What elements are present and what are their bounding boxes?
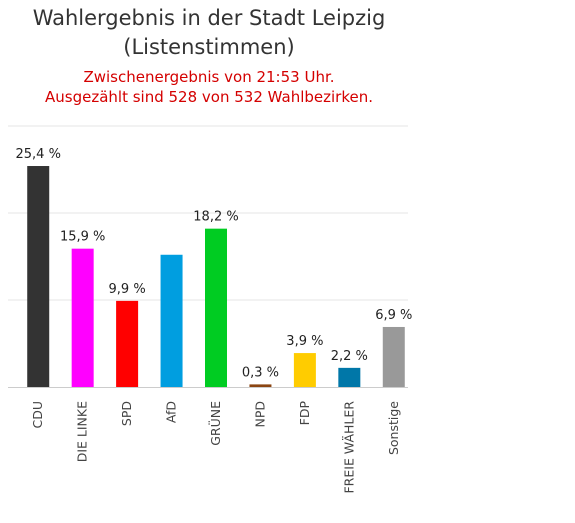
bar-sonstige <box>382 326 405 387</box>
value-label: 2,2 % <box>331 349 368 364</box>
category-label: GRÜNE <box>207 401 223 446</box>
value-label: 18,2 % <box>193 210 238 225</box>
bar-cdu <box>27 166 50 387</box>
category-label: DIE LINKE <box>75 401 90 462</box>
value-label: 9,9 % <box>109 282 146 297</box>
bar-npd <box>249 384 272 387</box>
title-line-1: Wahlergebnis in der Stadt Leipzig <box>32 6 386 30</box>
value-label: 15,9 % <box>60 230 105 245</box>
value-label: 0,3 % <box>242 365 279 380</box>
bar-die-linke <box>71 248 94 387</box>
chart-title: Wahlergebnis in der Stadt Leipzig (Liste… <box>0 4 418 62</box>
category-label: CDU <box>30 401 45 429</box>
bar-fdp <box>293 353 316 387</box>
bar-grüne <box>205 228 227 387</box>
category-label: FREIE WÄHLER <box>341 401 356 494</box>
value-label: 25,4 % <box>16 147 61 162</box>
subtitle-line-2: Ausgezählt sind 528 von 532 Wahlbezirken… <box>45 88 373 106</box>
category-label: SPD <box>119 401 134 426</box>
title-line-2: (Listenstimmen) <box>123 35 295 59</box>
chart-subtitle: Zwischenergebnis von 21:53 Uhr. Ausgezäh… <box>0 67 418 107</box>
bar-freie-wähler <box>338 367 361 387</box>
subtitle-line-1: Zwischenergebnis von 21:53 Uhr. <box>83 68 335 86</box>
value-label: 6,9 % <box>375 308 412 323</box>
category-label: Sonstige <box>386 401 401 455</box>
bar-afd <box>160 254 183 387</box>
category-label: AfD <box>164 401 179 423</box>
category-label: FDP <box>297 401 312 426</box>
category-label: NPD <box>252 401 267 428</box>
bar-spd <box>116 300 139 387</box>
value-label: 3,9 % <box>286 334 323 349</box>
